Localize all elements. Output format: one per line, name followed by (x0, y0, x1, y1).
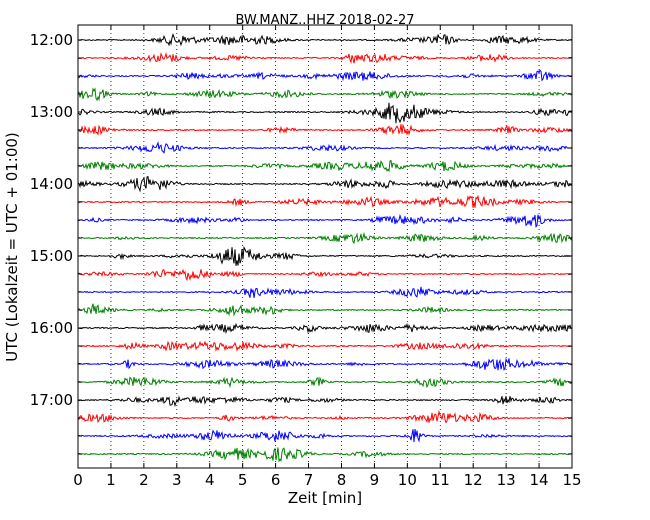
trace-line (77, 268, 573, 282)
chart-title: BW.MANZ..HHZ 2018-02-27 (235, 13, 414, 28)
trace-line (77, 376, 573, 389)
y-tick-label: 14:00 (30, 175, 73, 193)
x-tick-label: 8 (337, 471, 347, 489)
trace-line (77, 194, 573, 208)
trace-line (77, 175, 573, 193)
trace-line (77, 429, 573, 443)
trace-line (77, 409, 573, 424)
x-tick-label: 4 (205, 471, 215, 489)
y-tick-label: 15:00 (30, 247, 73, 265)
y-tick-label: 13:00 (30, 103, 73, 121)
trace-line (77, 357, 573, 371)
trace-line (77, 303, 573, 317)
trace-line (77, 322, 573, 335)
x-axis-label: Zeit [min] (288, 489, 362, 507)
y-tick-label: 12:00 (30, 31, 73, 49)
x-tick-label: 12 (464, 471, 483, 489)
trace-line (77, 140, 573, 154)
trace-line (77, 32, 573, 47)
trace-line (77, 102, 573, 124)
trace-line (77, 245, 573, 266)
trace-line (77, 213, 573, 228)
seismic-traces (77, 32, 573, 463)
x-tick-label: 14 (530, 471, 549, 489)
trace-line (77, 123, 573, 136)
x-tick-label: 7 (304, 471, 314, 489)
trace-line (77, 69, 573, 82)
x-tick-label: 2 (139, 471, 149, 489)
trace-line (77, 447, 573, 463)
y-axis-label: UTC (Lokalzeit = UTC + 01:00) (3, 132, 21, 362)
x-axis-ticks: 0 1 2 3 4 5 6 7 8 9 10 11 12 13 14 15 (73, 25, 582, 489)
x-tick-label: 5 (238, 471, 248, 489)
y-axis-ticks: 12:00 13:00 14:00 15:00 16:00 17:00 (30, 31, 572, 455)
plot-frame (77, 24, 573, 469)
trace-line (77, 87, 573, 102)
trace-line (77, 340, 573, 352)
trace-line (77, 395, 573, 408)
x-tick-label: 3 (172, 471, 182, 489)
x-tick-label: 15 (562, 471, 581, 489)
trace-line (77, 231, 573, 244)
x-tick-label: 13 (497, 471, 516, 489)
trace-line (77, 286, 573, 299)
x-tick-label: 6 (271, 471, 281, 489)
x-tick-label: 0 (73, 471, 83, 489)
y-tick-label: 17:00 (30, 391, 73, 409)
trace-line (77, 159, 573, 173)
x-tick-label: 9 (370, 471, 380, 489)
trace-line (77, 52, 573, 65)
y-tick-label: 16:00 (30, 319, 73, 337)
x-tick-label: 1 (106, 471, 116, 489)
x-tick-label: 11 (431, 471, 450, 489)
x-tick-label: 10 (398, 471, 417, 489)
